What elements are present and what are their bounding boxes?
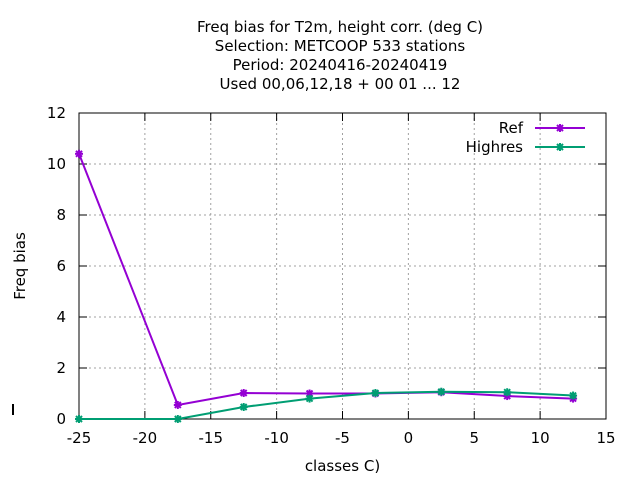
marker-stroke: [556, 143, 564, 151]
series-line: [79, 390, 574, 420]
legend-marker: [556, 143, 564, 151]
marker-stroke: [239, 389, 248, 397]
y-tick-label: 0: [56, 410, 66, 428]
marker-stroke: [174, 415, 182, 423]
y-tick-label: 8: [56, 206, 66, 224]
data-point: [503, 388, 512, 397]
title-line: Selection: METCOOP 533 stations: [215, 37, 466, 55]
y-tick-labels: 0 2 4 6 8 10 12: [47, 104, 66, 428]
x-tick-label: -25: [67, 429, 92, 447]
data-point: [371, 388, 380, 397]
series-line: [78, 153, 574, 407]
data-point: [239, 388, 248, 397]
title-line: Used 00,06,12,18 + 00 01 ... 12: [220, 75, 461, 93]
data-point: [569, 391, 578, 400]
marker-stroke: [75, 150, 83, 158]
data-point: [173, 400, 182, 409]
data-point: [75, 415, 83, 423]
marker-stroke: [503, 388, 511, 396]
y-tick-label: 2: [56, 359, 66, 377]
x-tick-label: -15: [199, 429, 224, 447]
chart-title: Freq bias for T2m, height corr. (deg C)S…: [197, 18, 483, 93]
marker-stroke: [569, 391, 577, 400]
x-tick-label: 5: [469, 429, 479, 447]
data-point: [239, 403, 248, 412]
x-tick-label: 15: [596, 429, 615, 447]
y-tick-label: 4: [56, 308, 66, 326]
x-tick-label: 10: [531, 429, 550, 447]
marker-stroke: [556, 124, 564, 132]
data-point: [305, 394, 314, 403]
x-tick-label: 0: [404, 429, 414, 447]
y-tick-label: 10: [47, 155, 66, 173]
title-line: Freq bias for T2m, height corr. (deg C): [197, 18, 483, 36]
y-axis-label: Freq bias: [11, 232, 29, 300]
legend-marker: [556, 124, 564, 132]
y-tick-label: 6: [56, 257, 66, 275]
x-tick-label: -20: [133, 429, 158, 447]
marker-stroke: [75, 415, 83, 423]
marker-stroke: [371, 389, 380, 397]
y-tick-label: 12: [47, 104, 66, 122]
x-tick-labels: -25 -20 -15 -10 -5 0 5 10 15: [67, 429, 616, 447]
title-line: Period: 20240416-20240419: [233, 56, 448, 74]
legend-label: Highres: [466, 138, 524, 156]
marker-stroke: [174, 401, 182, 409]
series-ref: [75, 149, 578, 409]
marker-stroke: [437, 388, 446, 396]
marker-stroke: [305, 394, 314, 403]
marker-stroke: [239, 403, 248, 411]
x-axis-label: classes C): [305, 457, 380, 475]
data-point: [173, 415, 182, 423]
series-highres: [75, 387, 578, 423]
x-tick-label: -5: [335, 429, 350, 447]
data-point: [75, 149, 83, 158]
legend-label: Ref: [499, 119, 524, 137]
data-point: [437, 387, 446, 396]
data-series: [75, 149, 578, 423]
x-tick-label: -10: [264, 429, 289, 447]
grid: [79, 113, 606, 419]
